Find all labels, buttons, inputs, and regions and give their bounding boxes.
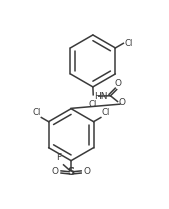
Text: O: O [84,167,91,176]
Text: O: O [52,167,58,176]
Text: HN: HN [95,92,108,101]
Text: O: O [115,79,122,88]
Text: Cl: Cl [124,39,132,48]
Text: Cl: Cl [89,100,97,109]
Text: Cl: Cl [102,108,110,117]
Text: S: S [68,167,75,177]
Text: F: F [56,153,61,162]
Text: O: O [118,98,126,107]
Text: Cl: Cl [32,108,41,117]
